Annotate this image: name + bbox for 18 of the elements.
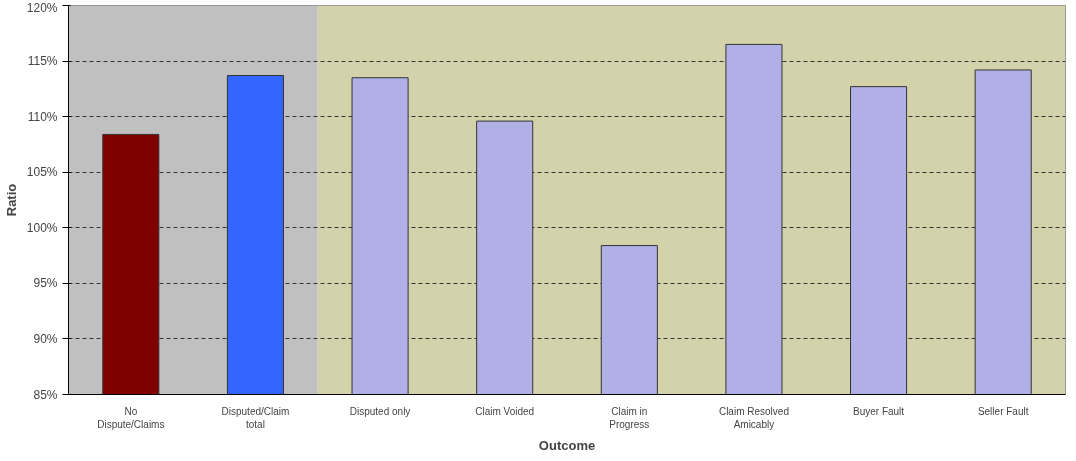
x-tick-label: Seller Fault — [977, 405, 1029, 417]
y-tick-label: 90% — [33, 331, 58, 346]
x-tick-label: Disputed/Claim total — [221, 405, 290, 430]
x-tick-label: Claim in Progress — [609, 405, 650, 430]
x-tick-label: Claim Resolved Amicably — [718, 405, 789, 430]
x-tick-label: No Dispute/Claims — [97, 405, 165, 430]
x-tick-label: Buyer Fault — [853, 405, 905, 417]
x-tick-label: Disputed only — [349, 405, 411, 417]
x-axis-title: Outcome — [538, 437, 596, 453]
y-tick-label: 110% — [27, 109, 58, 124]
y-tick-label: 85% — [33, 387, 58, 402]
y-tick-label: 100% — [26, 220, 58, 235]
y-tick-label: 95% — [33, 276, 58, 291]
y-axis-title: Ratio — [3, 183, 19, 217]
y-tick-label: 115% — [27, 54, 58, 69]
y-tick-label: 105% — [26, 165, 58, 180]
x-tick-label: Claim Voided — [475, 405, 535, 417]
y-tick-label: 120% — [26, 0, 58, 15]
